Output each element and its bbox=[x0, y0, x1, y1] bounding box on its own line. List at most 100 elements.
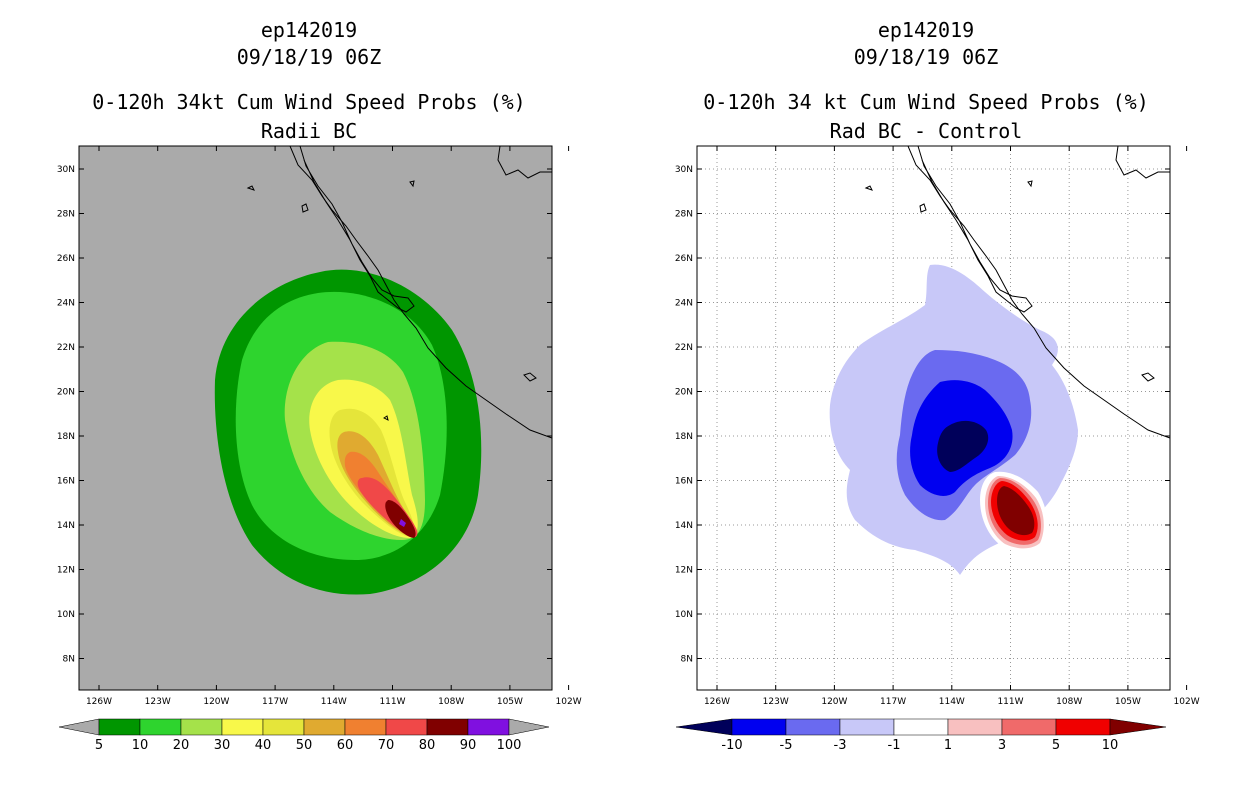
right-colorbar-swatch bbox=[839, 718, 895, 736]
diff-minus-10 bbox=[937, 420, 989, 472]
right-map-frame bbox=[696, 145, 1171, 691]
right-colorbar: -10 -5 -3 -1 1 3 5 10 bbox=[675, 718, 1167, 753]
left-colorbar-label: 10 bbox=[132, 738, 149, 753]
left-lat-label: 18N bbox=[57, 432, 75, 442]
left-lon-label: 123W bbox=[145, 697, 171, 707]
left-axis-ticks: 30N 28N 26N 24N 22N 20N 18N 16N 14N 12N 10N 8N 126W 1… bbox=[57, 146, 582, 707]
right-lat-label: 20N bbox=[675, 388, 693, 398]
left-lon-label: 117W bbox=[262, 697, 288, 707]
left-lat-label: 14N bbox=[57, 521, 75, 531]
left-lon-label: 102W bbox=[556, 697, 582, 707]
right-lon-label: 123W bbox=[763, 697, 789, 707]
left-title: 0-120h 34kt Cum Wind Speed Probs (%) bbox=[92, 90, 526, 114]
left-colorbar-swatch bbox=[385, 718, 428, 736]
left-map-frame bbox=[78, 145, 553, 691]
right-colorbar-label: -5 bbox=[780, 738, 793, 753]
left-colorbar-under bbox=[58, 718, 100, 736]
left-colorbar-label: 5 bbox=[95, 738, 103, 753]
right-colorbar-swatch bbox=[731, 718, 787, 736]
right-lat-label: 10N bbox=[675, 610, 693, 620]
right-colorbar-swatch bbox=[1055, 718, 1111, 736]
left-colorbar-over bbox=[508, 718, 550, 736]
left-colorbar: 5 10 20 30 40 50 60 70 80 90 100 bbox=[58, 718, 550, 753]
right-datetime: 09/18/19 06Z bbox=[853, 45, 999, 69]
right-lat-label: 26N bbox=[675, 254, 693, 264]
left-colorbar-label: 60 bbox=[337, 738, 354, 753]
left-colorbar-swatch bbox=[344, 718, 387, 736]
right-colorbar-swatch bbox=[1001, 718, 1057, 736]
right-colorbar-swatch bbox=[947, 718, 1003, 736]
left-colorbar-label: 100 bbox=[497, 738, 522, 753]
right-colorbar-swatch bbox=[893, 718, 949, 736]
left-coastlines bbox=[246, 146, 552, 439]
left-lat-label: 12N bbox=[57, 566, 75, 576]
right-colorbar-label: -3 bbox=[834, 738, 847, 753]
left-lon-label: 108W bbox=[438, 697, 464, 707]
right-colorbar-swatch bbox=[785, 718, 841, 736]
left-colorbar-swatch bbox=[98, 718, 141, 736]
left-map: 30N 28N 26N 24N 22N 20N 18N 16N 14N 12N 10N 8N 126W 1… bbox=[57, 145, 582, 707]
contour-80 bbox=[385, 500, 416, 538]
left-lon-label: 120W bbox=[203, 697, 229, 707]
right-lon-label: 120W bbox=[821, 697, 847, 707]
right-lon-label: 102W bbox=[1174, 697, 1200, 707]
left-colorbar-swatch bbox=[467, 718, 510, 736]
right-difference-contours bbox=[829, 264, 1078, 575]
right-title: 0-120h 34 kt Cum Wind Speed Probs (%) bbox=[703, 90, 1149, 114]
left-lon-label: 111W bbox=[379, 697, 405, 707]
left-colorbar-label: 50 bbox=[296, 738, 313, 753]
left-subtitle: Radii BC bbox=[260, 119, 358, 143]
left-colorbar-swatch bbox=[221, 718, 264, 736]
contour-90 bbox=[399, 519, 406, 527]
right-colorbar-label: 10 bbox=[1102, 738, 1119, 753]
left-lat-label: 16N bbox=[57, 477, 75, 487]
right-lon-label: 105W bbox=[1115, 697, 1141, 707]
right-colorbar-label: -10 bbox=[721, 738, 742, 753]
right-lon-label: 111W bbox=[997, 697, 1023, 707]
left-colorbar-swatch bbox=[426, 718, 469, 736]
right-lat-label: 22N bbox=[675, 343, 693, 353]
right-colorbar-under bbox=[675, 718, 733, 736]
left-lat-label: 30N bbox=[57, 165, 75, 175]
left-lat-label: 24N bbox=[57, 299, 75, 309]
left-colorbar-label: 80 bbox=[419, 738, 436, 753]
left-lat-label: 8N bbox=[63, 655, 75, 665]
right-colorbar-label: -1 bbox=[888, 738, 901, 753]
left-datetime: 09/18/19 06Z bbox=[236, 45, 382, 69]
right-colorbar-label: 1 bbox=[944, 738, 952, 753]
left-colorbar-label: 70 bbox=[378, 738, 395, 753]
right-lat-label: 28N bbox=[675, 210, 693, 220]
left-lon-label: 114W bbox=[321, 697, 347, 707]
right-lat-label: 30N bbox=[675, 165, 693, 175]
right-lon-label: 117W bbox=[880, 697, 906, 707]
left-lat-label: 26N bbox=[57, 254, 75, 264]
diff-plus-max bbox=[997, 486, 1035, 536]
left-lat-label: 22N bbox=[57, 343, 75, 353]
right-colorbar-label: 3 bbox=[998, 738, 1006, 753]
right-lat-label: 12N bbox=[675, 566, 693, 576]
right-map: 30N 28N 26N 24N 22N 20N 18N 16N 14N 12N 10N 8N 126W 1… bbox=[675, 145, 1200, 707]
left-lon-label: 105W bbox=[497, 697, 523, 707]
right-colorbar-over bbox=[1109, 718, 1167, 736]
right-lat-label: 24N bbox=[675, 299, 693, 309]
right-lat-label: 14N bbox=[675, 521, 693, 531]
right-storm-id: ep142019 bbox=[877, 18, 975, 42]
left-colorbar-label: 90 bbox=[460, 738, 477, 753]
left-storm-id: ep142019 bbox=[260, 18, 358, 42]
left-colorbar-label: 40 bbox=[255, 738, 272, 753]
right-colorbar-label: 5 bbox=[1052, 738, 1060, 753]
right-lat-label: 18N bbox=[675, 432, 693, 442]
left-colorbar-swatch bbox=[139, 718, 182, 736]
right-lon-label: 126W bbox=[704, 697, 730, 707]
left-lat-label: 28N bbox=[57, 210, 75, 220]
left-lon-label: 126W bbox=[86, 697, 112, 707]
right-lat-label: 8N bbox=[681, 655, 693, 665]
right-lon-label: 114W bbox=[939, 697, 965, 707]
left-probability-contours bbox=[214, 269, 482, 595]
left-colorbar-swatch bbox=[303, 718, 346, 736]
left-colorbar-label: 20 bbox=[173, 738, 190, 753]
left-colorbar-swatch bbox=[180, 718, 223, 736]
right-subtitle: Rad BC - Control bbox=[829, 119, 1023, 143]
right-coastlines bbox=[864, 146, 1170, 439]
left-colorbar-swatch bbox=[262, 718, 305, 736]
